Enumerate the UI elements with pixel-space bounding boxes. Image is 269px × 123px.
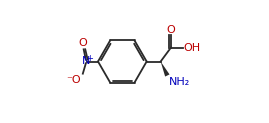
- Text: +: +: [86, 54, 93, 63]
- Text: NH₂: NH₂: [169, 77, 190, 87]
- Text: N: N: [82, 56, 91, 67]
- Text: O: O: [167, 25, 175, 35]
- Polygon shape: [161, 62, 169, 77]
- Text: ⁻O: ⁻O: [66, 75, 80, 85]
- Text: OH: OH: [184, 43, 201, 53]
- Text: O: O: [78, 38, 87, 48]
